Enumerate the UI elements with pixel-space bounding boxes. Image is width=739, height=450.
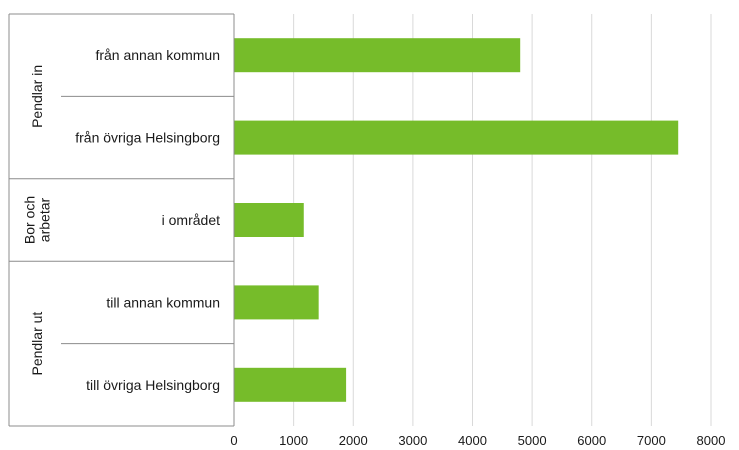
x-tick-label: 2000 bbox=[339, 433, 368, 448]
category-label: från övriga Helsingborg bbox=[75, 130, 220, 146]
x-tick-label: 7000 bbox=[637, 433, 666, 448]
bar bbox=[234, 120, 679, 155]
group-label: Bor ocharbetar bbox=[22, 196, 53, 244]
bar bbox=[234, 285, 319, 320]
x-tick-label: 8000 bbox=[697, 433, 726, 448]
group-label: Pendlar in bbox=[29, 65, 45, 128]
category-label: i området bbox=[162, 212, 220, 228]
group-label: Pendlar ut bbox=[29, 312, 45, 376]
x-tick-label: 0 bbox=[230, 433, 237, 448]
category-label: till övriga Helsingborg bbox=[86, 377, 220, 393]
bar bbox=[234, 367, 347, 402]
x-tick-label: 3000 bbox=[398, 433, 427, 448]
bar bbox=[234, 38, 521, 73]
category-label: från annan kommun bbox=[95, 47, 220, 63]
x-tick-label: 1000 bbox=[279, 433, 308, 448]
x-tick-label: 5000 bbox=[518, 433, 547, 448]
x-tick-label: 4000 bbox=[458, 433, 487, 448]
category-label: till annan kommun bbox=[106, 294, 220, 310]
bar bbox=[234, 203, 304, 237]
x-tick-label: 6000 bbox=[577, 433, 606, 448]
